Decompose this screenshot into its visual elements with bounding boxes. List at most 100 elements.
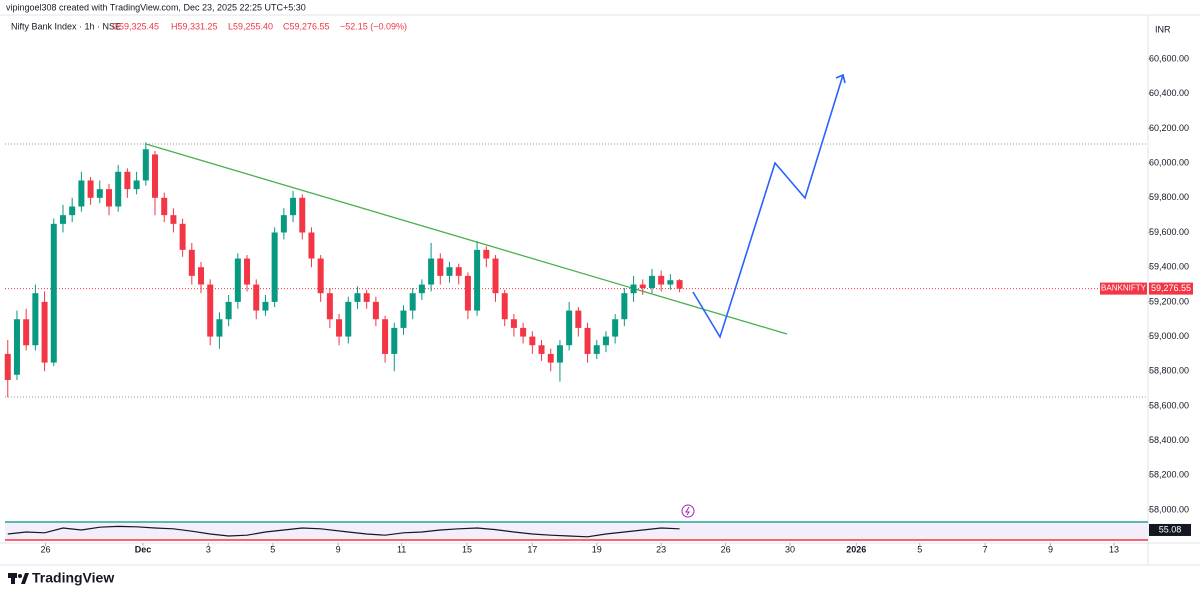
credit: vipingoel308 created with TradingView.co… (6, 2, 306, 12)
candle-body (262, 301, 269, 311)
candle-body (32, 293, 39, 346)
candle (667, 274, 674, 290)
logo-part (21, 573, 29, 584)
candle-body (326, 293, 333, 320)
candle-body (59, 215, 66, 224)
y-tick-label: 58,800.00 (1149, 366, 1189, 376)
candle-body (437, 258, 444, 276)
x-tick-label: 5 (917, 544, 922, 554)
candle-body (630, 284, 637, 294)
x-tick-label: 26 (40, 544, 50, 554)
candle (59, 204, 66, 233)
candle-body (336, 319, 343, 337)
candle-body (188, 249, 195, 276)
symbol-badge (1100, 282, 1147, 295)
candle-body (308, 232, 315, 259)
candle-body (400, 310, 407, 328)
candle-body (446, 267, 453, 276)
candle (299, 194, 306, 240)
candle (78, 171, 85, 212)
candle-body (584, 327, 591, 354)
candle-body (115, 171, 122, 207)
y-tick-label: 58,000.00 (1149, 504, 1189, 514)
candle-body (152, 154, 159, 198)
candle-body (299, 197, 306, 233)
candle (96, 180, 103, 204)
candle (446, 261, 453, 283)
y-tick-label: 59,000.00 (1149, 331, 1189, 341)
candle-body (244, 258, 251, 285)
candle (501, 289, 508, 327)
candle (400, 305, 407, 335)
header-high: H59,331.25 (171, 21, 218, 31)
candle-body (96, 189, 103, 198)
candle (529, 331, 536, 354)
candle (639, 279, 646, 295)
candle-body (520, 327, 527, 337)
header-open: O59,325.45 (112, 21, 159, 31)
header-low: L59,255.40 (228, 21, 273, 31)
candle-body (593, 345, 600, 354)
y-tick-label: 59,800.00 (1149, 192, 1189, 202)
candle (317, 255, 324, 302)
candle (23, 308, 30, 351)
candle-body (69, 206, 76, 216)
candle (382, 315, 389, 363)
x-tick-label: 7 (983, 544, 988, 554)
candle (87, 177, 94, 205)
candle (391, 322, 398, 372)
candle (290, 190, 297, 223)
candle (170, 208, 177, 233)
candle-body (87, 180, 94, 198)
candle (483, 246, 490, 268)
rsi-pane (5, 521, 1148, 540)
candle (520, 322, 527, 344)
candle (566, 301, 573, 351)
alert-icon[interactable] (681, 504, 695, 518)
y-tick-label: 60,000.00 (1149, 157, 1189, 167)
candle (575, 307, 582, 337)
candle (372, 296, 379, 327)
y-tick-label: 60,200.00 (1149, 123, 1189, 133)
y-tick-label: 58,400.00 (1149, 435, 1189, 445)
header-change: −52.15 (−0.09%) (340, 21, 407, 31)
candle (188, 242, 195, 285)
last-price-badge (1149, 282, 1193, 295)
candle (179, 218, 186, 257)
y-tick-label: 60,400.00 (1149, 88, 1189, 98)
x-tick-label: 2026 (846, 544, 866, 554)
candle-body (4, 353, 11, 380)
candle (115, 164, 122, 212)
x-tick-label: 26 (721, 544, 731, 554)
x-tick-label: 11 (397, 544, 406, 554)
y-tick-label: 60,600.00 (1149, 53, 1189, 63)
candle-body (363, 293, 370, 302)
candle-body (529, 336, 536, 346)
candle-body (142, 149, 149, 181)
x-tick-label: Dec (135, 544, 152, 554)
candle-body (648, 275, 655, 289)
candle (161, 192, 168, 223)
candle (133, 171, 140, 195)
x-tick-label: 19 (592, 544, 602, 554)
candle-body (455, 267, 462, 276)
candle (308, 227, 315, 268)
x-tick-label: 3 (206, 544, 211, 554)
candle (326, 288, 333, 328)
candle (207, 279, 214, 346)
candle (621, 288, 628, 327)
candle-body (78, 180, 85, 207)
candle-body (612, 319, 619, 337)
candle (464, 272, 471, 320)
y-tick-label: 59,600.00 (1149, 227, 1189, 237)
logo-part (18, 574, 22, 578)
candle-body (198, 267, 205, 285)
candle-body (658, 275, 665, 285)
candle (354, 286, 361, 309)
y-tick-label: 59,400.00 (1149, 262, 1189, 272)
candle-body (492, 258, 499, 294)
candle (612, 314, 619, 344)
x-tick-label: 23 (656, 544, 666, 554)
